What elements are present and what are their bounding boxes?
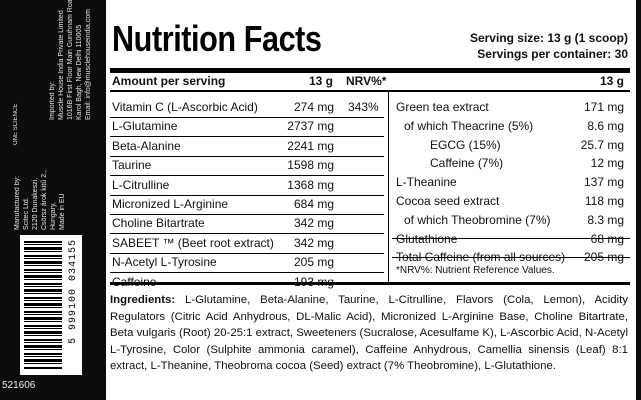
nrv-note: *NRV%: Nutrient Reference Values.: [396, 265, 555, 276]
total-divider-top: [392, 238, 630, 239]
header-grams-right: 13 g: [599, 74, 624, 88]
nutrient-name: Caffeine: [112, 275, 156, 289]
nutrient-name: Micronized L-Arginine: [112, 197, 229, 211]
nutrient-name: EGCG (15%): [430, 137, 501, 152]
nutrient-amount: 205 mg: [293, 255, 334, 270]
nutrient-name: Caffeine (7%): [430, 156, 504, 171]
manufacturer-text: Manufactured by: Scitec Ltd. 2120 Dunake…: [14, 170, 66, 230]
header-nrv: NRV%*: [346, 74, 387, 88]
product-code: 521606: [2, 380, 36, 391]
nutrient-amount: 8.6 mg: [587, 118, 624, 133]
nutrient-name: L-Theanine: [396, 175, 457, 190]
total-divider-bottom: [392, 257, 630, 258]
nutrient-amount: 684 mg: [293, 197, 334, 211]
brand-logo: ONE SCIENCE: [13, 103, 19, 145]
row-divider: [110, 233, 384, 235]
nutrient-name: SABEET ™ (Beet root extract): [112, 235, 274, 250]
importer-text: Imported by: Muscle House India Private …: [49, 0, 92, 120]
row-divider: [110, 214, 384, 215]
ingredients-divider: [110, 282, 630, 285]
nutrient-amount: 2737 mg: [287, 119, 334, 134]
row-divider: [110, 175, 384, 177]
nutrient-name: of which Theobromine (7%): [404, 212, 551, 227]
row-divider: [110, 272, 384, 274]
nutrient-amount: 1368 mg: [287, 177, 334, 192]
nutrient-amount: 137 mg: [583, 175, 624, 190]
nutrient-amount: 342 mg: [293, 235, 334, 250]
title-divider: [110, 68, 630, 73]
row-divider: [110, 194, 384, 196]
ingredients-label: Ingredients:: [110, 294, 176, 306]
serving-info: Serving size: 13 g (1 scoop) Servings pe…: [470, 30, 628, 62]
ingredients-block: Ingredients: L-Glutamine, Beta-Alanine, …: [110, 292, 628, 375]
header-amount: Amount per serving: [112, 74, 226, 88]
side-strip: Imported by: Muscle House India Private …: [0, 0, 106, 400]
nutrient-name: Cocoa seed extract: [396, 194, 500, 208]
row-divider: [110, 252, 384, 254]
nutrient-amount: 25.7 mg: [580, 137, 624, 152]
nutrient-name: Vitamin C (L-Ascorbic Acid): [112, 100, 258, 114]
barcode-bars: [24, 241, 62, 369]
nutrient-name: of which Theacrine (5%): [404, 118, 534, 133]
nutrient-amount: 1598 mg: [287, 158, 334, 173]
column-divider: [388, 92, 389, 282]
serving-size: Serving size: 13 g (1 scoop): [469, 31, 628, 45]
row-divider: [110, 117, 384, 118]
nutrient-name: N-Acetyl L-Tyrosine: [112, 255, 217, 270]
barcode-digits: 5 999100 034155: [68, 239, 79, 345]
header-divider: [110, 90, 630, 92]
nutrient-name: Beta-Alanine: [112, 138, 181, 153]
row-divider: [110, 155, 384, 157]
nutrient-amount: 12 mg: [590, 156, 624, 171]
ingredients-text: L-Glutamine, Beta-Alanine, Taurine, L-Ci…: [110, 294, 628, 372]
nutrient-name: L-Citrulline: [112, 177, 170, 192]
nutrient-amount: 171 mg: [583, 100, 624, 114]
nutrient-nrv: 343%: [348, 100, 379, 114]
nutrition-panel: Nutrition Facts Serving size: 13 g (1 sc…: [106, 0, 636, 400]
nutrient-name: Choline Bitartrate: [112, 216, 205, 231]
barcode: 5 999100 034155: [20, 235, 82, 375]
nutrient-amount: 2241 mg: [287, 138, 334, 153]
page-title: Nutrition Facts: [112, 18, 322, 59]
header-grams: 13 g: [309, 74, 334, 88]
nutrient-amount: 193 mg: [276, 275, 334, 289]
nutrient-amount: 8.3 mg: [587, 212, 624, 227]
nutrient-amount: 274 mg: [293, 100, 334, 114]
nutrient-name: Taurine: [112, 158, 152, 173]
nutrient-amount: 342 mg: [293, 216, 334, 231]
nutrient-name: Green tea extract: [396, 100, 489, 114]
servings-per-container: Servings per container: 30: [477, 47, 628, 61]
nutrient-name: L-Glutamine: [112, 119, 178, 134]
nutrient-amount: 118 mg: [584, 194, 624, 208]
row-divider: [110, 136, 384, 138]
